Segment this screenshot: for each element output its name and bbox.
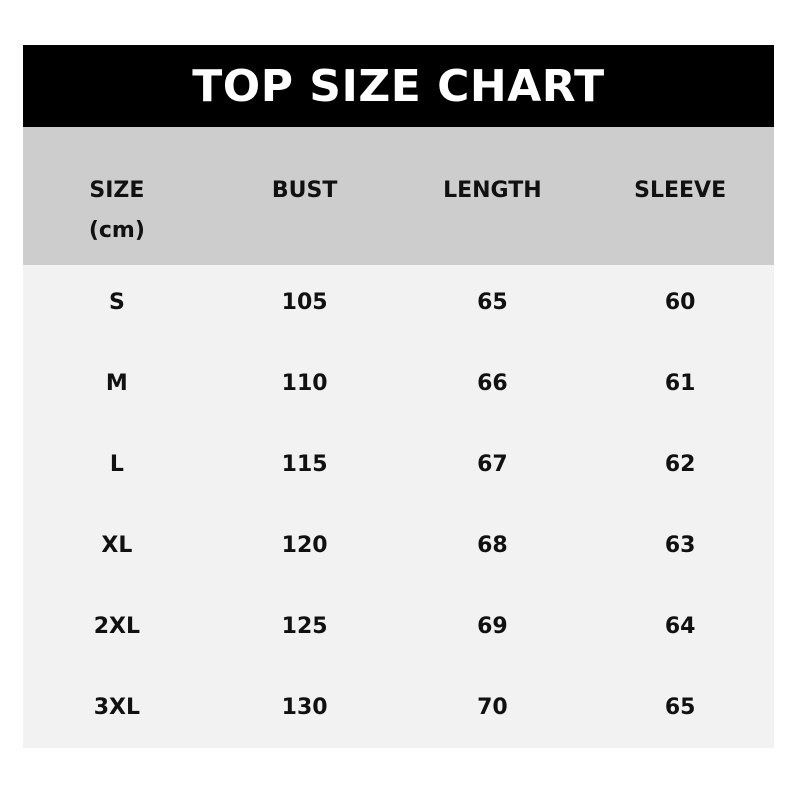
table-row: M 110 66 61 [23,364,774,445]
cell-length: 69 [477,614,508,639]
header-row: SIZE (cm) BUST LENGTH SLEEVE [23,127,774,265]
header-bust: BUST [271,178,338,203]
cell-sleeve: 63 [664,533,696,558]
cell-length: 70 [477,695,508,720]
header-sleeve: SLEEVE [634,178,727,203]
table-row: L 115 67 62 [23,445,774,526]
cell-length: 66 [477,371,508,396]
cell-bust: 130 [281,695,328,720]
title-bar: TOP SIZE CHART [23,45,774,127]
cell-size: XL [101,533,133,558]
table-body: S 105 65 60 M 110 66 61 L 115 67 62 XL 120 68 63 2XL 125 6… [23,265,774,748]
table-row: 3XL 130 70 65 [23,688,774,769]
cell-bust: 115 [281,452,328,477]
cell-sleeve: 64 [664,614,696,639]
cell-bust: 105 [281,290,328,315]
cell-bust: 120 [281,533,328,558]
cell-sleeve: 60 [664,290,696,315]
cell-length: 67 [477,452,508,477]
cell-bust: 125 [281,614,328,639]
header-size: SIZE (cm) [88,178,145,243]
cell-length: 65 [477,290,508,315]
table-row: 2XL 125 69 64 [23,607,774,688]
cell-sleeve: 62 [664,452,696,477]
cell-size: M [105,371,128,396]
cell-length: 68 [477,533,508,558]
cell-bust: 110 [281,371,328,396]
cell-size: 3XL [93,695,141,720]
cell-size: S [108,290,125,315]
table-row: XL 120 68 63 [23,526,774,607]
size-chart-table: TOP SIZE CHART SIZE (cm) BUST LENGTH SLE… [23,45,774,748]
header-length: LENGTH [443,178,542,203]
cell-sleeve: 61 [664,371,696,396]
cell-sleeve: 65 [664,695,696,720]
table-row: S 105 65 60 [23,283,774,364]
cell-size: 2XL [93,614,141,639]
chart-title: TOP SIZE CHART [192,60,605,112]
cell-size: L [109,452,124,477]
